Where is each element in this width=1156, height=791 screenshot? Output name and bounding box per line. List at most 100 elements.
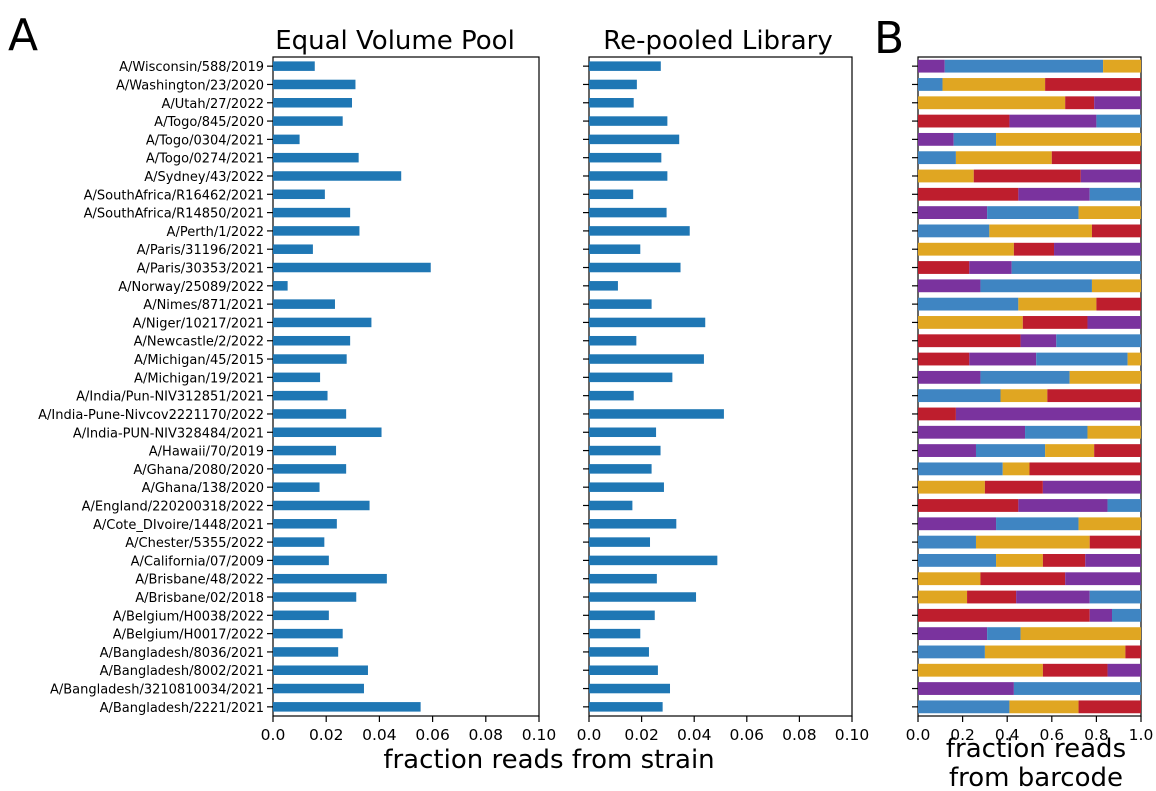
panel2-title: Re-pooled Library [603, 26, 833, 56]
panel1-bar [273, 537, 325, 547]
panel2-x-tick-label: 0.10 [835, 726, 870, 744]
panel3-barcode-segment [1054, 242, 1141, 256]
panel3-barcode-segment [1127, 352, 1141, 366]
panel3-barcode-segment [984, 480, 1043, 494]
y-tick-label: A/Bangladesh/2221/2021 [100, 701, 264, 716]
panel3-barcode-segment [1000, 389, 1048, 403]
panel-label-a: A [8, 10, 38, 61]
panel3-barcode-segment [1087, 425, 1141, 439]
panel3-barcode-segment [918, 242, 1014, 256]
panel3-barcode-segment [1009, 700, 1079, 714]
panel1-bar [273, 464, 347, 474]
panel2-bar [589, 390, 634, 401]
panel2-bar [589, 445, 661, 456]
panel1-bar [273, 226, 360, 236]
panel3-barcode-segment [1078, 206, 1141, 220]
panel3-x-tick-label: 0.0 [906, 726, 931, 744]
panel2-x-tick-label: 0.08 [782, 726, 817, 744]
panel2-x-tick-label: 0.04 [677, 726, 712, 744]
panel3-plot: 0.0 0.2 0.4 0.6 0.8 1.0 [906, 56, 1154, 744]
panel1-bar [273, 647, 339, 657]
panel3-barcode-segment [987, 206, 1079, 220]
panel3-frame [917, 56, 1142, 717]
y-tick-label: A/India/Pun-NIV312851/2021 [76, 390, 264, 405]
panel1-bar [273, 592, 357, 602]
panel3-barcode-segment [980, 572, 1066, 586]
y-tick-label: A/India-PUN-NIV328484/2021 [73, 426, 264, 441]
panel3-barcode-segment [984, 645, 1126, 659]
y-tick-label: A/Togo/0274/2021 [146, 152, 264, 167]
panel3-barcode-segment [918, 151, 956, 165]
panel2-plot: 0.0 0.02 0.04 0.06 0.08 0.10 [577, 56, 870, 744]
panel3-barcode-segment [980, 279, 1092, 293]
panel3-barcode-segment [1002, 462, 1030, 476]
panel2-frame [588, 56, 853, 717]
panel1-x-tick-label: 0.08 [469, 726, 504, 744]
panel3-barcode-segment [1013, 682, 1141, 695]
panel3-barcode-segment [975, 535, 1090, 549]
y-tick-label: A/SouthAfrica/R14850/2021 [84, 207, 264, 222]
panel3-barcode-segment [1094, 96, 1141, 110]
y-tick-label: A/Ghana/2080/2020 [133, 463, 264, 478]
panel-label-b: B [874, 13, 904, 64]
panel3-barcode-segment [1011, 261, 1141, 274]
panel3-barcode-segment [918, 499, 1019, 512]
y-tick-label: A/Wisconsin/588/2019 [119, 60, 264, 75]
panel3-barcode-segment [955, 407, 1141, 421]
y-tick-label: A/Sydney/43/2022 [144, 170, 264, 185]
y-tick-label: A/Michigan/19/2021 [134, 371, 264, 386]
panel3-barcode-segment [918, 663, 1043, 677]
panel3-barcode-segment [1069, 370, 1141, 384]
panel1-plot: 0.0 0.02 0.04 0.06 0.08 0.10 A/Wisconsin/588/2… [38, 56, 556, 744]
panel3-barcode-segment [918, 96, 1066, 110]
panel3-barcode-segment [1089, 187, 1141, 201]
panel1-bar [273, 335, 351, 346]
panel1-title: Equal Volume Pool [275, 26, 515, 56]
panel3-barcode-segment [973, 169, 1081, 183]
panel3-x-tick-label: 0.2 [950, 726, 975, 744]
panel1-bar [273, 445, 337, 456]
y-tick-label: A/Perth/1/2022 [167, 225, 264, 240]
panel1-bar [273, 610, 329, 621]
panel3-barcode-segment [1009, 114, 1097, 128]
panel3-barcode-segment [1047, 389, 1141, 403]
panel3-x-tick-label: 1.0 [1129, 726, 1154, 744]
panel3-x-axis-label-line2: from barcode [949, 763, 1123, 791]
panel2-bar [589, 171, 668, 181]
y-tick-label: A/Niger/10217/2021 [133, 316, 264, 331]
y-tick-label: A/Brisbane/48/2022 [135, 573, 264, 588]
y-tick-label: A/Hawaii/70/2019 [149, 445, 264, 460]
y-tick-label: A/Belgium/H0038/2022 [113, 609, 264, 624]
panel2-bar [589, 134, 680, 145]
panel3-barcode-segment [1080, 169, 1141, 183]
panel1-bar [273, 665, 368, 675]
panel3-barcode-segment [1089, 535, 1141, 549]
panel1-bar [273, 116, 343, 126]
panel3-barcode-segment [987, 627, 1021, 641]
y-tick-label: A/Togo/0304/2021 [146, 133, 264, 148]
panel2-bar [589, 372, 673, 383]
panel1-bar [273, 79, 356, 90]
panel2-bar [589, 189, 634, 200]
panel2-bar [589, 537, 651, 547]
panel3-barcode-segment [1016, 590, 1090, 604]
panel3-barcode-segment [1018, 297, 1097, 311]
panel2-bar [589, 409, 724, 419]
panel2-bar [589, 573, 657, 584]
panel3-barcode-segment [953, 132, 997, 146]
panel3-barcode-segment [1078, 517, 1141, 531]
y-tick-label: A/Bangladesh/8002/2021 [100, 664, 264, 679]
panel3-barcode-segment [918, 572, 981, 586]
panel3-barcode-segment [918, 535, 976, 549]
panel3-barcode-segment [918, 261, 970, 274]
panel2-bar [589, 610, 655, 621]
panel3-barcode-segment [918, 114, 1010, 128]
y-tick-label: A/Bangladesh/8036/2021 [100, 646, 264, 661]
y-tick-label: A/SouthAfrica/R16462/2021 [84, 188, 264, 203]
panel3-barcode-segment [1089, 608, 1113, 622]
panel3-barcode-segment [918, 645, 985, 659]
panel3-barcode-segment [918, 425, 1026, 439]
panel3-barcode-segment [918, 480, 985, 494]
panel3-barcode-segment [1065, 96, 1095, 110]
panel3-barcode-segment [918, 279, 981, 293]
